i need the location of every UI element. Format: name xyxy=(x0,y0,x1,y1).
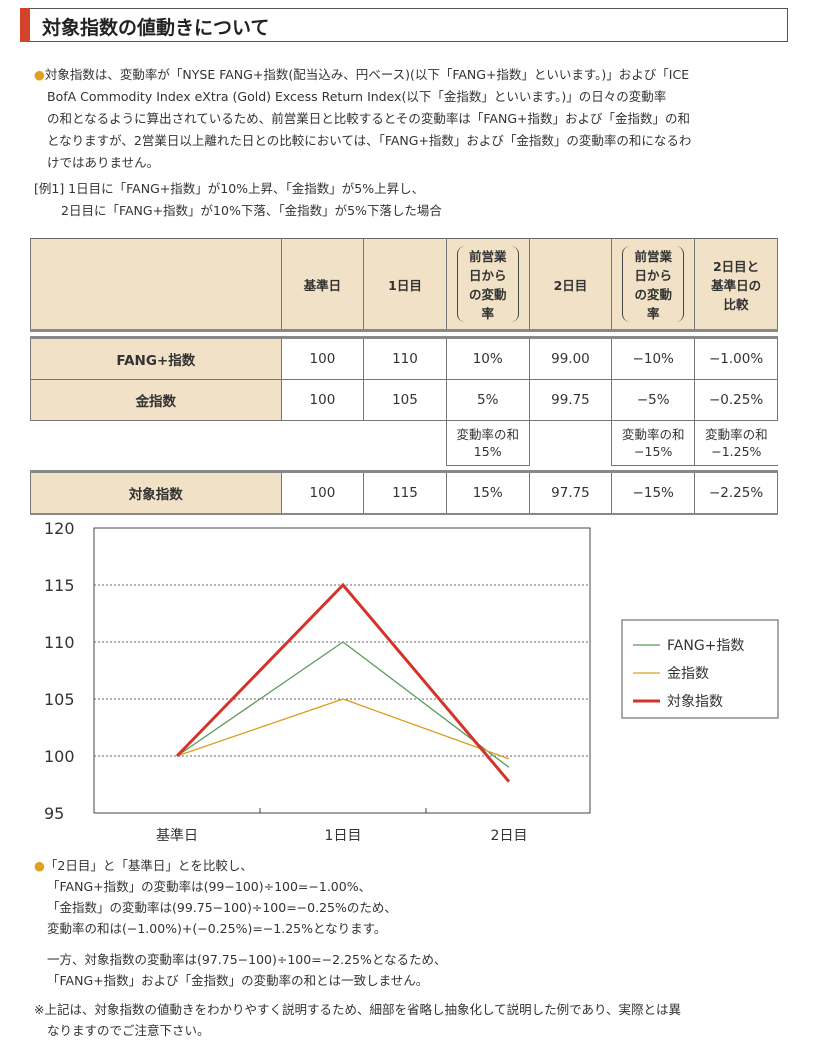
intro-paragraph: ●対象指数は、変動率が「NYSE FANG+指数(配当込み、円ベース)(以下「F… xyxy=(34,64,691,174)
sum-cell: 変動率の和 −15% xyxy=(611,420,696,466)
disclaimer-line: なりますのでご注意下さい。 xyxy=(47,1023,210,1038)
cell: 100 xyxy=(280,471,365,515)
cell: −1.00% xyxy=(694,337,778,380)
y-tick-label: 115 xyxy=(44,576,75,595)
bullet-icon: ● xyxy=(34,67,45,82)
note-line: 「2日目」と「基準日」とを比較し、 xyxy=(44,858,253,873)
y-tick-label: 100 xyxy=(44,747,75,766)
x-tick-label: 1日目 xyxy=(325,828,362,844)
y-tick-label: 120 xyxy=(44,519,75,538)
cell: 97.75 xyxy=(528,471,613,515)
title-accent-bar xyxy=(20,8,30,42)
section-title: 対象指数の値動きについて xyxy=(20,8,788,42)
intro-line: BofA Commodity Index eXtra (Gold) Excess… xyxy=(47,89,667,104)
cell: −0.25% xyxy=(694,379,778,421)
x-tick-label: 基準日 xyxy=(156,827,198,844)
title-text: 対象指数の値動きについて xyxy=(42,17,270,39)
example-text: [例1] 1日目に「FANG+指数」が10%上昇、「金指数」が5%上昇し、 2日… xyxy=(34,178,442,222)
note-line: 「金指数」の変動率は(99.75−100)÷100=−0.25%のため、 xyxy=(47,900,397,915)
example-line: 2日目に「FANG+指数」が10%下落、「金指数」が5%下落した場合 xyxy=(61,203,442,218)
cell: 100 xyxy=(280,337,365,380)
cell: 99.75 xyxy=(528,379,613,421)
header-cell: 2日目と基準日の比較 xyxy=(694,238,778,332)
y-tick-label: 95 xyxy=(44,804,64,823)
example-line: [例1] 1日目に「FANG+指数」が10%上昇、「金指数」が5%上昇し、 xyxy=(34,181,425,196)
table-header-row: 基準日 1日目 前営業日からの変動率 2日目 前営業日からの変動率 2日目と基準… xyxy=(30,238,778,332)
note-line: 一方、対象指数の変動率は(97.75−100)÷100=−2.25%となるため、 xyxy=(47,952,447,967)
cell: 10% xyxy=(445,337,530,380)
row-label: FANG+指数 xyxy=(30,337,282,380)
example-table: 基準日 1日目 前営業日からの変動率 2日目 前営業日からの変動率 2日目と基準… xyxy=(30,238,778,515)
plot-frame xyxy=(93,527,591,814)
cell: 100 xyxy=(280,379,365,421)
sum-cell: 変動率の和 15% xyxy=(445,420,530,466)
cell: 105 xyxy=(363,379,447,421)
note-line: 「FANG+指数」および「金指数」の変動率の和とは一致しません。 xyxy=(47,973,429,988)
table-row: FANG+指数 100 110 10% 99.00 −10% −1.00% xyxy=(30,337,778,380)
note-line: 「FANG+指数」の変動率は(99−100)÷100=−1.00%、 xyxy=(47,879,372,894)
cell: −15% xyxy=(611,471,696,515)
intro-line: けではありません。 xyxy=(47,155,160,170)
table-row: 金指数 100 105 5% 99.75 −5% −0.25% xyxy=(30,379,778,421)
y-tick-label: 105 xyxy=(44,690,75,709)
note-line: 変動率の和は(−1.00%)+(−0.25%)=−1.25%となります。 xyxy=(47,921,387,936)
bullet-icon: ● xyxy=(34,858,45,873)
intro-line: 対象指数は、変動率が「NYSE FANG+指数(配当込み、円ベース)(以下「FA… xyxy=(44,67,690,82)
header-cell: 1日目 xyxy=(363,238,447,332)
cell: −10% xyxy=(611,337,696,380)
series-line-0 xyxy=(176,641,510,768)
cell: −2.25% xyxy=(694,471,778,515)
series-line-1 xyxy=(176,698,510,760)
series-line-2 xyxy=(175,582,511,783)
notes: ●「2日目」と「基準日」とを比較し、 「FANG+指数」の変動率は(99−100… xyxy=(34,855,681,1041)
cell: −5% xyxy=(611,379,696,421)
cell: 15% xyxy=(445,471,530,515)
legend-label: FANG+指数 xyxy=(667,638,744,654)
cell: 99.00 xyxy=(528,337,613,380)
row-label: 対象指数 xyxy=(30,471,282,515)
legend-label: 対象指数 xyxy=(667,694,723,710)
x-tick-label: 2日目 xyxy=(491,828,528,844)
intro-line: となりますが、2営業日以上離れた日との比較においては、「FANG+指数」および「… xyxy=(47,133,692,148)
table-row: 対象指数 100 115 15% 97.75 −15% −2.25% xyxy=(30,471,778,515)
sum-cell: 変動率の和 −1.25% xyxy=(694,420,778,466)
legend-label: 金指数 xyxy=(667,666,709,682)
cell: 110 xyxy=(363,337,447,380)
intro-line: の和となるように算出されているため、前営業日と比較するとその変動率は「FANG+… xyxy=(47,111,690,126)
cell: 5% xyxy=(445,379,530,421)
cell: 115 xyxy=(363,471,447,515)
header-cell: 前営業日からの変動率 xyxy=(445,238,530,332)
row-label: 金指数 xyxy=(30,379,282,421)
header-cell: 前営業日からの変動率 xyxy=(611,238,696,332)
header-cell: 基準日 xyxy=(280,238,365,332)
disclaimer-line: ※上記は、対象指数の値動きをわかりやすく説明するため、細部を省略し抽象化して説明… xyxy=(34,1002,681,1017)
header-cell: 2日目 xyxy=(528,238,613,332)
sum-row: 変動率の和 15% 変動率の和 −15% 変動率の和 −1.25% xyxy=(30,420,778,466)
y-tick-label: 110 xyxy=(44,633,75,652)
